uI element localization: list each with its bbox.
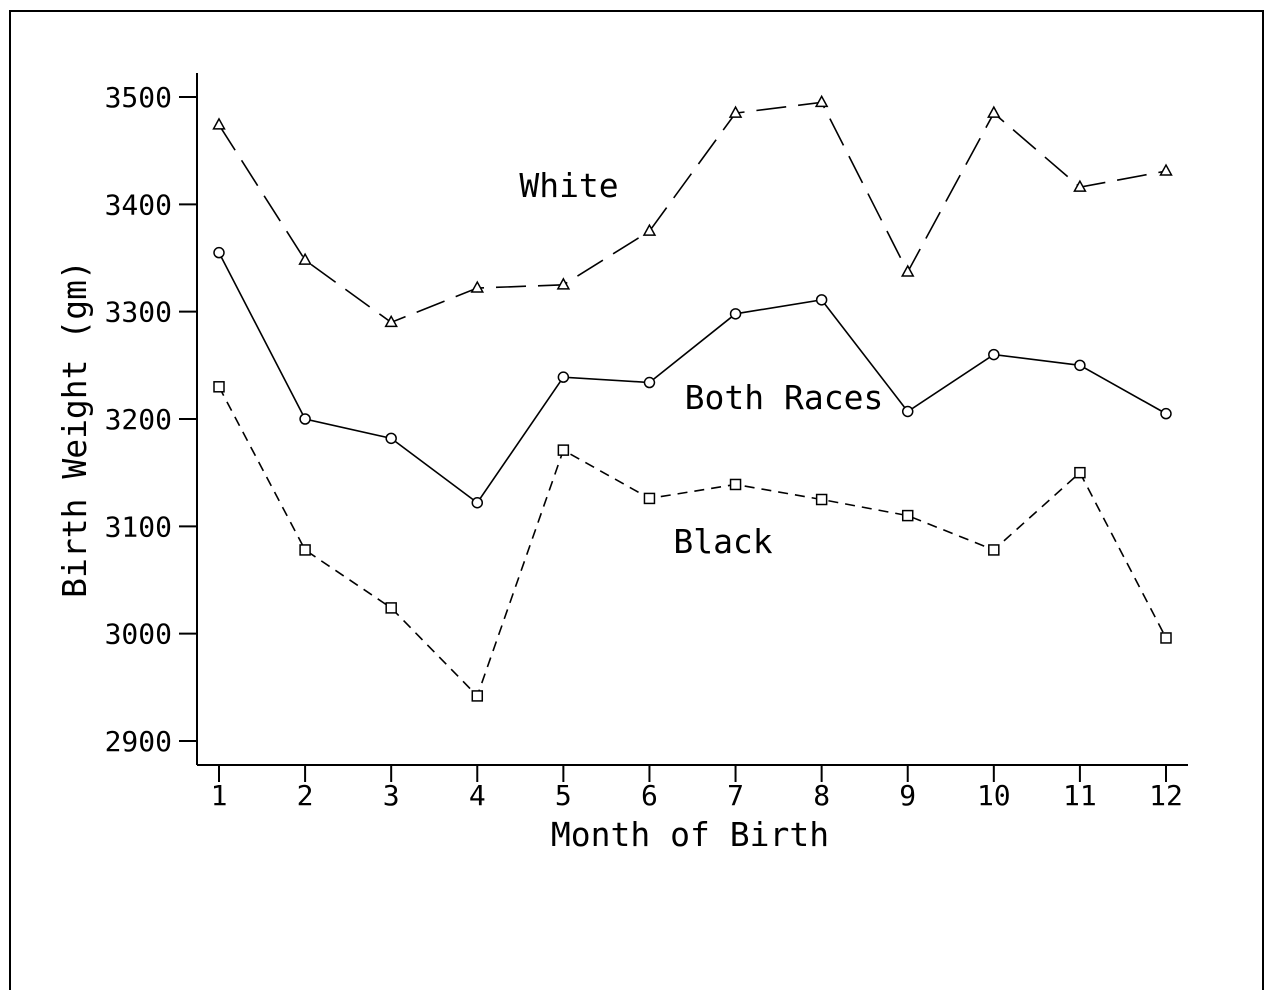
data-point-both-races: [729, 308, 742, 320]
x-tick-label: 8: [813, 779, 830, 812]
series-both-races: [213, 246, 1172, 509]
x-tick-label: 7: [727, 779, 744, 812]
data-point-black: [1074, 466, 1086, 479]
data-point-white: [1159, 163, 1173, 176]
data-point-white: [1073, 179, 1087, 192]
data-point-white: [900, 264, 915, 277]
data-point-white: [556, 277, 571, 290]
x-tick-label: 3: [383, 779, 400, 812]
data-point-white: [987, 105, 1001, 118]
y-tick-label: 2900: [105, 725, 172, 758]
data-point-both-races: [988, 348, 1000, 361]
data-point-black: [988, 544, 1000, 556]
y-tick-label: 3200: [105, 403, 172, 436]
data-point-black: [1160, 632, 1172, 644]
data-point-white: [470, 280, 485, 293]
series-black: [213, 381, 1172, 702]
data-point-both-races: [557, 371, 570, 383]
x-tick-label: 9: [899, 779, 916, 812]
data-point-white: [384, 314, 398, 328]
data-point-white: [212, 117, 226, 130]
series-white: [212, 94, 1173, 328]
data-point-white: [814, 94, 829, 108]
data-point-black: [471, 690, 484, 702]
x-axis-title: Month of Birth: [551, 815, 829, 854]
data-point-white: [728, 105, 743, 118]
x-tick-label: 6: [641, 779, 658, 812]
series-line-white: [218, 101, 1167, 324]
x-tick-label: 2: [297, 779, 314, 812]
x-tick-label: 11: [1063, 779, 1097, 812]
labels-layer: White Both Races Black: [519, 166, 883, 561]
data-point-both-races: [1160, 407, 1172, 420]
data-point-both-races: [299, 413, 311, 425]
data-point-white: [642, 223, 657, 236]
data-point-both-races: [815, 294, 828, 306]
data-point-black: [557, 444, 570, 456]
series-label-black: Black: [673, 522, 772, 561]
x-tick-label: 4: [469, 779, 486, 812]
series-label-white: White: [519, 166, 618, 205]
data-point-black: [213, 381, 225, 393]
data-point-both-races: [643, 376, 656, 389]
y-tick-label: 3300: [105, 296, 172, 329]
data-point-black: [643, 492, 656, 505]
data-point-black: [299, 544, 311, 556]
series-layer: [212, 94, 1173, 702]
x-tick-label: 10: [977, 779, 1011, 812]
data-point-black: [901, 509, 914, 522]
data-point-both-races: [901, 405, 914, 418]
y-axis-title: Birth Weight (gm): [55, 260, 94, 598]
x-tick-label: 12: [1149, 779, 1183, 812]
data-point-black: [385, 602, 397, 614]
series-line-both-races: [218, 252, 1167, 504]
data-point-both-races: [1074, 359, 1086, 372]
data-point-both-races: [213, 246, 225, 259]
series-label-both-races: Both Races: [685, 378, 884, 417]
figure-frame: [9, 10, 1264, 990]
data-point-both-races: [385, 432, 397, 445]
data-point-white: [298, 252, 312, 265]
data-point-black: [815, 493, 828, 506]
data-point-both-races: [471, 496, 484, 509]
x-tick-label: 1: [211, 779, 228, 812]
y-tick-label: 3100: [105, 510, 172, 543]
y-tick-label: 3000: [105, 618, 172, 651]
data-point-black: [729, 478, 742, 491]
series-line-black: [218, 386, 1167, 698]
y-tick-label: 3400: [105, 188, 172, 221]
x-tick-label: 5: [555, 779, 572, 812]
y-tick-label: 3500: [105, 81, 172, 114]
